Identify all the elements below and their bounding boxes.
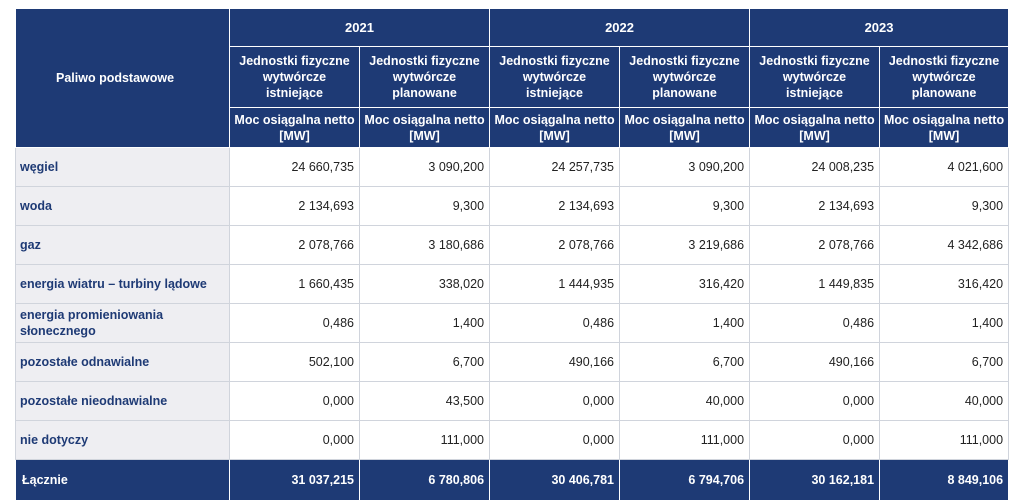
capacity-cell: 111,000 bbox=[619, 420, 751, 460]
fuel-label: gaz bbox=[15, 225, 230, 265]
capacity-cell: 111,000 bbox=[358, 420, 491, 460]
unit-type-header-row: Jednostki fizyczne wytwórcze istniejące … bbox=[16, 46, 1010, 108]
unit-header: Moc osiągalna netto [MW] bbox=[229, 107, 360, 148]
capacity-cell: 2 134,693 bbox=[749, 186, 881, 226]
fuel-label: pozostałe nieodnawialne bbox=[15, 381, 230, 421]
unit-header: Moc osiągalna netto [MW] bbox=[619, 107, 751, 148]
sub-header: Jednostki fizyczne wytwórcze istniejące bbox=[229, 46, 360, 108]
capacity-cell: 2 078,766 bbox=[229, 225, 360, 265]
table-row: pozostałe odnawialne 502,100 6,700 490,166 6… bbox=[15, 342, 1010, 382]
capacity-cell: 502,100 bbox=[229, 342, 360, 382]
capacity-cell: 1,400 bbox=[879, 303, 1010, 343]
capacity-cell: 1 449,835 bbox=[749, 264, 881, 304]
capacity-cell: 2 134,693 bbox=[489, 186, 621, 226]
capacity-cell: 490,166 bbox=[489, 342, 621, 382]
total-cell: 31 037,215 bbox=[229, 459, 360, 501]
sub-header: Jednostki fizyczne wytwórcze planowane bbox=[879, 46, 1010, 108]
capacity-cell: 9,300 bbox=[879, 186, 1010, 226]
capacity-cell: 111,000 bbox=[879, 420, 1010, 460]
sub-header: Jednostki fizyczne wytwórcze planowane bbox=[619, 46, 751, 108]
capacity-cell: 2 078,766 bbox=[749, 225, 881, 265]
capacity-cell: 4 021,600 bbox=[879, 147, 1010, 187]
capacity-cell: 1,400 bbox=[358, 303, 491, 343]
table-body: węgiel 24 660,735 3 090,200 24 257,735 3 090… bbox=[15, 147, 1010, 501]
capacity-cell: 0,486 bbox=[229, 303, 360, 343]
capacity-cell: 3 090,200 bbox=[619, 147, 751, 187]
table-row: węgiel 24 660,735 3 090,200 24 257,735 3 090… bbox=[15, 147, 1010, 187]
capacity-cell: 24 008,235 bbox=[749, 147, 881, 187]
capacity-cell: 316,420 bbox=[879, 264, 1010, 304]
year-header-2022: 2022 bbox=[489, 8, 751, 47]
capacity-cell: 9,300 bbox=[619, 186, 751, 226]
capacity-cell: 2 134,693 bbox=[229, 186, 360, 226]
capacity-cell: 3 180,686 bbox=[358, 225, 491, 265]
total-cell: 30 162,181 bbox=[749, 459, 881, 501]
sub-header: Jednostki fizyczne wytwórcze istniejące bbox=[749, 46, 881, 108]
table-row: pozostałe nieodnawialne 0,000 43,500 0,000 4… bbox=[15, 381, 1010, 421]
year-header-row: Paliwo podstawowe 2021 2022 2023 bbox=[15, 8, 1010, 148]
capacity-cell: 6,700 bbox=[358, 342, 491, 382]
capacity-cell: 2 078,766 bbox=[489, 225, 621, 265]
capacity-cell: 0,000 bbox=[229, 381, 360, 421]
capacity-cell: 6,700 bbox=[879, 342, 1010, 382]
capacity-cell: 0,000 bbox=[229, 420, 360, 460]
unit-header: Moc osiągalna netto [MW] bbox=[358, 107, 491, 148]
table-row: nie dotyczy 0,000 111,000 0,000 111,000 0,000… bbox=[15, 420, 1010, 460]
capacity-cell: 9,300 bbox=[358, 186, 491, 226]
capacity-cell: 40,000 bbox=[879, 381, 1010, 421]
capacity-cell: 0,486 bbox=[749, 303, 881, 343]
capacity-cell: 3 219,686 bbox=[619, 225, 751, 265]
fuel-label: nie dotyczy bbox=[15, 420, 230, 460]
capacity-cell: 6,700 bbox=[619, 342, 751, 382]
capacity-cell: 0,000 bbox=[749, 420, 881, 460]
table-row: gaz 2 078,766 3 180,686 2 078,766 3 219,686 2… bbox=[15, 225, 1010, 265]
unit-header: Moc osiągalna netto [MW] bbox=[749, 107, 881, 148]
sub-header: Jednostki fizyczne wytwórcze istniejące bbox=[489, 46, 621, 108]
capacity-cell: 1,400 bbox=[619, 303, 751, 343]
year-header-2023: 2023 bbox=[749, 8, 1010, 47]
fuel-label: energia wiatru – turbiny lądowe bbox=[15, 264, 230, 304]
capacity-cell: 0,486 bbox=[489, 303, 621, 343]
capacity-cell: 0,000 bbox=[489, 420, 621, 460]
capacity-cell: 316,420 bbox=[619, 264, 751, 304]
capacity-cell: 3 090,200 bbox=[358, 147, 491, 187]
total-cell: 30 406,781 bbox=[489, 459, 621, 501]
capacity-cell: 4 342,686 bbox=[879, 225, 1010, 265]
capacity-cell: 0,000 bbox=[489, 381, 621, 421]
capacity-cell: 1 444,935 bbox=[489, 264, 621, 304]
total-cell: 8 849,106 bbox=[879, 459, 1010, 501]
total-label: Łącznie bbox=[15, 459, 230, 501]
fuel-label: pozostałe odnawialne bbox=[15, 342, 230, 382]
fuel-label: woda bbox=[15, 186, 230, 226]
year-header-2021: 2021 bbox=[228, 8, 491, 47]
total-cell: 6 780,806 bbox=[358, 459, 491, 501]
total-cell: 6 794,706 bbox=[619, 459, 751, 501]
capacity-cell: 1 660,435 bbox=[229, 264, 360, 304]
fuel-column-header: Paliwo podstawowe bbox=[15, 8, 230, 148]
capacity-cell: 24 660,735 bbox=[229, 147, 360, 187]
table-row: energia wiatru – turbiny lądowe 1 660,435… bbox=[15, 264, 1010, 304]
fuel-capacity-table: Paliwo podstawowe 2021 2022 2023 Jednost… bbox=[15, 8, 1010, 501]
total-row: Łącznie 31 037,215 6 780,806 30 406,781 6 79… bbox=[15, 459, 1010, 501]
fuel-label: węgiel bbox=[15, 147, 230, 187]
fuel-label: energia promieniowania słonecznego bbox=[15, 303, 230, 343]
unit-header: Moc osiągalna netto [MW] bbox=[879, 107, 1010, 148]
measure-header-row: Moc osiągalna netto [MW] Moc osiągalna n… bbox=[16, 107, 1010, 148]
capacity-cell: 43,500 bbox=[358, 381, 491, 421]
capacity-cell: 24 257,735 bbox=[489, 147, 621, 187]
capacity-cell: 40,000 bbox=[619, 381, 751, 421]
capacity-cell: 490,166 bbox=[749, 342, 881, 382]
unit-header: Moc osiągalna netto [MW] bbox=[489, 107, 621, 148]
capacity-cell: 0,000 bbox=[749, 381, 881, 421]
capacity-cell: 338,020 bbox=[358, 264, 491, 304]
table-row: energia promieniowania słonecznego 0,486 1… bbox=[15, 303, 1010, 343]
table-row: woda 2 134,693 9,300 2 134,693 9,300 2 134,69… bbox=[15, 186, 1010, 226]
sub-header: Jednostki fizyczne wytwórcze planowane bbox=[358, 46, 491, 108]
